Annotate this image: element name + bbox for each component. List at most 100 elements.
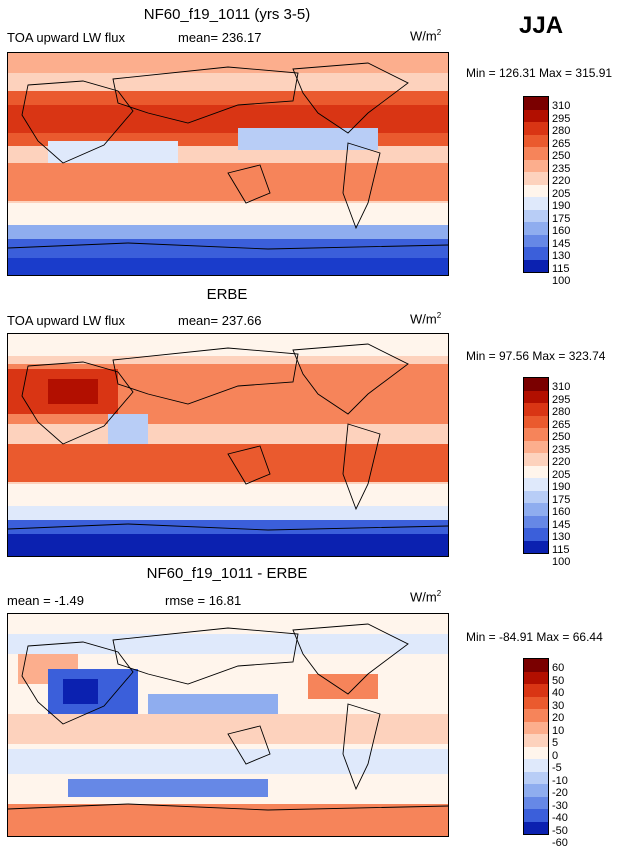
colorbar-tick: 115 bbox=[552, 262, 570, 275]
colorbar-tick: 310 bbox=[552, 100, 571, 112]
panel-2-swatch bbox=[524, 503, 548, 516]
panel-3-map bbox=[7, 613, 449, 837]
panel-1-swatch bbox=[524, 247, 548, 260]
panel-3-map-svg bbox=[8, 614, 448, 836]
panel-2-units: W/m2 bbox=[410, 311, 442, 327]
colorbar-tick: 0 bbox=[552, 749, 559, 762]
panel-3-swatch bbox=[524, 796, 548, 809]
panel-2-swatch bbox=[524, 540, 548, 553]
panel-1-colorbar bbox=[523, 96, 549, 273]
panel-2-swatch bbox=[524, 490, 548, 503]
colorbar-tick: 115 bbox=[552, 543, 570, 556]
panel-3-swatch bbox=[524, 809, 548, 822]
panel-1-swatch bbox=[524, 109, 548, 122]
colorbar-tick: 190 bbox=[552, 200, 571, 212]
colorbar-tick: 265 bbox=[552, 137, 571, 150]
panel-1-swatch bbox=[524, 134, 548, 147]
panel-2-title: ERBE bbox=[206, 286, 248, 303]
panel-2-mean: mean= 237.66 bbox=[178, 313, 262, 328]
panel-3-units: W/m2 bbox=[410, 589, 442, 605]
colorbar-tick: 205 bbox=[552, 187, 571, 200]
panel-3-swatch bbox=[524, 759, 548, 772]
colorbar-tick: 280 bbox=[552, 406, 571, 418]
panel-1-swatch bbox=[524, 97, 548, 110]
colorbar-tick: -40 bbox=[552, 812, 568, 824]
panel-1-swatch bbox=[524, 234, 548, 247]
colorbar-tick: 220 bbox=[552, 175, 571, 187]
panel-2-field-label: TOA upward LW flux bbox=[7, 313, 126, 328]
panel-2-swatch bbox=[524, 528, 548, 541]
colorbar-tick: 5 bbox=[552, 737, 559, 749]
panel-1-minmax: Min = 126.31 Max = 315.91 bbox=[466, 66, 613, 80]
panel-1-swatch bbox=[524, 197, 548, 210]
colorbar-tick: 220 bbox=[552, 456, 571, 468]
colorbar-tick: 145 bbox=[552, 518, 571, 531]
panel-1-swatch bbox=[524, 259, 548, 272]
season-label: JJA bbox=[519, 12, 564, 39]
panel-1-swatch bbox=[524, 209, 548, 222]
panel-1-swatch bbox=[524, 122, 548, 135]
panel-2-swatch bbox=[524, 465, 548, 478]
colorbar-tick: 20 bbox=[552, 712, 565, 724]
colorbar-tick: -60 bbox=[552, 837, 568, 849]
panel-2-minmax: Min = 97.56 Max = 323.74 bbox=[466, 349, 606, 363]
panel-2-map bbox=[7, 333, 449, 557]
panel-2-swatch bbox=[524, 478, 548, 491]
panel-1-map-svg bbox=[8, 53, 448, 275]
colorbar-tick: 50 bbox=[552, 674, 565, 687]
colorbar-tick: 310 bbox=[552, 381, 571, 393]
colorbar-tick: -20 bbox=[552, 787, 568, 799]
panel-3-swatch bbox=[524, 696, 548, 709]
colorbar-tick: -10 bbox=[552, 774, 568, 787]
colorbar-tick: 60 bbox=[552, 662, 565, 674]
panel-2-swatch bbox=[524, 428, 548, 441]
panel-3-swatch bbox=[524, 684, 548, 697]
panel-2-swatch bbox=[524, 403, 548, 416]
panel-1-field-label: TOA upward LW flux bbox=[7, 30, 126, 45]
colorbar-tick: 190 bbox=[552, 481, 571, 493]
colorbar-tick: 250 bbox=[552, 150, 571, 162]
panel-2-colorbar bbox=[523, 377, 549, 554]
panel-3-swatch bbox=[524, 821, 548, 834]
panel-3-title: NF60_f19_1011 - ERBE bbox=[146, 565, 308, 582]
colorbar-tick: 265 bbox=[552, 418, 571, 431]
panel-3-swatch bbox=[524, 746, 548, 759]
colorbar-tick: 145 bbox=[552, 237, 571, 250]
panel-2-swatch bbox=[524, 415, 548, 428]
colorbar-tick: -30 bbox=[552, 799, 568, 812]
panel-2-swatch bbox=[524, 453, 548, 466]
panel-1-swatch bbox=[524, 172, 548, 185]
colorbar-tick: 250 bbox=[552, 431, 571, 443]
panel-3-swatch bbox=[524, 771, 548, 784]
colorbar-tick: 235 bbox=[552, 162, 571, 175]
panel-2-swatch bbox=[524, 440, 548, 453]
colorbar-tick: 175 bbox=[552, 212, 571, 225]
panel-3-swatch bbox=[524, 721, 548, 734]
colorbar-tick: 30 bbox=[552, 699, 565, 712]
colorbar-tick: 235 bbox=[552, 443, 571, 456]
panel-2-map-svg bbox=[8, 334, 448, 556]
panel-3-rmse: rmse = 16.81 bbox=[165, 593, 242, 608]
colorbar-tick: 295 bbox=[552, 112, 571, 125]
colorbar-tick: -5 bbox=[552, 762, 562, 774]
panel-3-swatch bbox=[524, 734, 548, 747]
colorbar-tick: 40 bbox=[552, 687, 565, 699]
panel-3-swatch bbox=[524, 659, 548, 672]
colorbar-tick: 130 bbox=[552, 531, 571, 543]
colorbar-tick: 295 bbox=[552, 393, 571, 406]
colorbar-tick: 100 bbox=[552, 556, 571, 568]
colorbar-tick: 280 bbox=[552, 125, 571, 137]
panel-1-swatch bbox=[524, 147, 548, 160]
panel-1-swatch bbox=[524, 222, 548, 235]
colorbar-tick: 205 bbox=[552, 468, 571, 481]
colorbar-tick: 10 bbox=[552, 724, 565, 737]
colorbar-tick: 100 bbox=[552, 275, 571, 287]
panel-1-title: NF60_f19_1011 (yrs 3-5) bbox=[143, 6, 311, 23]
colorbar-tick: 160 bbox=[552, 506, 571, 518]
panel-3-mean: mean = -1.49 bbox=[7, 593, 84, 608]
panel-1-map bbox=[7, 52, 449, 276]
panel-1-swatch bbox=[524, 184, 548, 197]
colorbar-tick: 130 bbox=[552, 250, 571, 262]
panel-2-swatch bbox=[524, 378, 548, 391]
panel-3-swatch bbox=[524, 709, 548, 722]
